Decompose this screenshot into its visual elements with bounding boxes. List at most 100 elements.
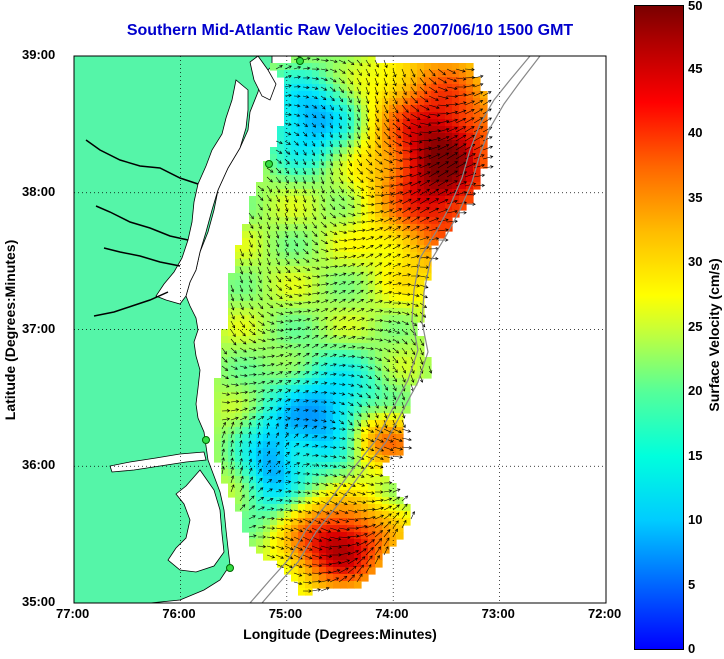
velocity-vector (329, 491, 338, 497)
velocity-cell (361, 70, 369, 78)
velocity-vector (329, 104, 334, 111)
velocity-cell (452, 196, 460, 204)
velocity-cell (221, 329, 229, 337)
velocity-vector (419, 188, 431, 196)
velocity-vector (329, 353, 337, 358)
velocity-cell (361, 469, 369, 477)
velocity-cell (368, 91, 376, 99)
velocity-cell (263, 343, 271, 351)
velocity-vector (401, 428, 412, 433)
velocity-vector (248, 458, 252, 466)
velocity-vector (266, 293, 273, 300)
velocity-cell (368, 63, 376, 71)
velocity-cell (270, 245, 278, 253)
velocity-cell (473, 147, 481, 155)
velocity-vector (482, 117, 493, 124)
velocity-cell (375, 469, 383, 477)
velocity-cell (298, 196, 306, 204)
velocity-cell (396, 322, 404, 330)
velocity-cell (403, 133, 411, 141)
velocity-cell (298, 497, 306, 505)
velocity-cell (277, 126, 285, 134)
velocity-cell (284, 392, 292, 400)
velocity-vector (329, 426, 337, 431)
velocity-cell (389, 378, 397, 386)
velocity-cell (347, 406, 355, 414)
velocity-vector (338, 410, 345, 415)
velocity-vector (284, 398, 291, 403)
velocity-cell (263, 245, 271, 253)
velocity-vector (293, 284, 303, 289)
velocity-vector (338, 149, 343, 158)
velocity-cell (466, 119, 474, 127)
velocity-vector (257, 221, 262, 230)
velocity-cell (375, 238, 383, 246)
velocity-vector (374, 328, 384, 332)
velocity-cell (354, 140, 362, 148)
velocity-cell (410, 140, 418, 148)
velocity-cell (361, 567, 369, 575)
velocity-cell (424, 203, 432, 211)
velocity-cell (347, 182, 355, 190)
velocity-cell (298, 350, 306, 358)
velocity-cell (333, 357, 341, 365)
velocity-cell (347, 77, 355, 85)
velocity-cell (256, 273, 264, 281)
velocity-vector (239, 390, 249, 394)
velocity-vector (302, 113, 309, 118)
velocity-cell (326, 189, 334, 197)
velocity-vector (383, 59, 388, 69)
velocity-vector (230, 329, 236, 338)
velocity-cell (284, 441, 292, 449)
velocity-cell (333, 539, 341, 547)
velocity-cell (389, 210, 397, 218)
velocity-cell (249, 217, 257, 225)
velocity-cell (347, 343, 355, 351)
velocity-cell (326, 504, 334, 512)
velocity-cell (340, 350, 348, 358)
velocity-cell (326, 161, 334, 169)
velocity-cell (319, 315, 327, 323)
velocity-cell (347, 518, 355, 526)
velocity-cell (326, 112, 334, 120)
velocity-cell (375, 224, 383, 232)
velocity-vector (392, 428, 403, 434)
velocity-cell (347, 294, 355, 302)
velocity-cell (424, 210, 432, 218)
velocity-cell (326, 259, 334, 267)
velocity-vector (392, 191, 404, 196)
velocity-vector (284, 371, 292, 376)
velocity-cell (284, 308, 292, 316)
velocity-cell (305, 231, 313, 239)
velocity-cell (228, 385, 236, 393)
velocity-cell (284, 245, 292, 253)
velocity-vector (320, 221, 327, 228)
velocity-cell (270, 420, 278, 428)
velocity-vector (302, 275, 312, 280)
velocity-vector (437, 68, 446, 76)
velocity-cell (249, 518, 257, 526)
velocity-cell (263, 238, 271, 246)
velocity-cell (270, 161, 278, 169)
velocity-cell (354, 420, 362, 428)
velocity-vector (275, 212, 280, 221)
velocity-cell (382, 224, 390, 232)
velocity-cell (375, 203, 383, 211)
velocity-vector (347, 237, 357, 242)
velocity-cell (375, 301, 383, 309)
velocity-cell (284, 553, 292, 561)
velocity-vector (419, 154, 432, 160)
velocity-vector (356, 482, 366, 487)
velocity-vector (284, 508, 293, 513)
velocity-vector (248, 398, 257, 403)
velocity-vector (455, 109, 467, 115)
velocity-vector (356, 532, 368, 538)
velocity-vector (329, 455, 337, 459)
velocity-cell (389, 357, 397, 365)
velocity-vector (311, 563, 323, 568)
velocity-cell (361, 119, 369, 127)
velocity-cell (361, 574, 369, 582)
velocity-vector (275, 470, 282, 475)
velocity-cell (452, 147, 460, 155)
velocity-vector (239, 320, 245, 328)
